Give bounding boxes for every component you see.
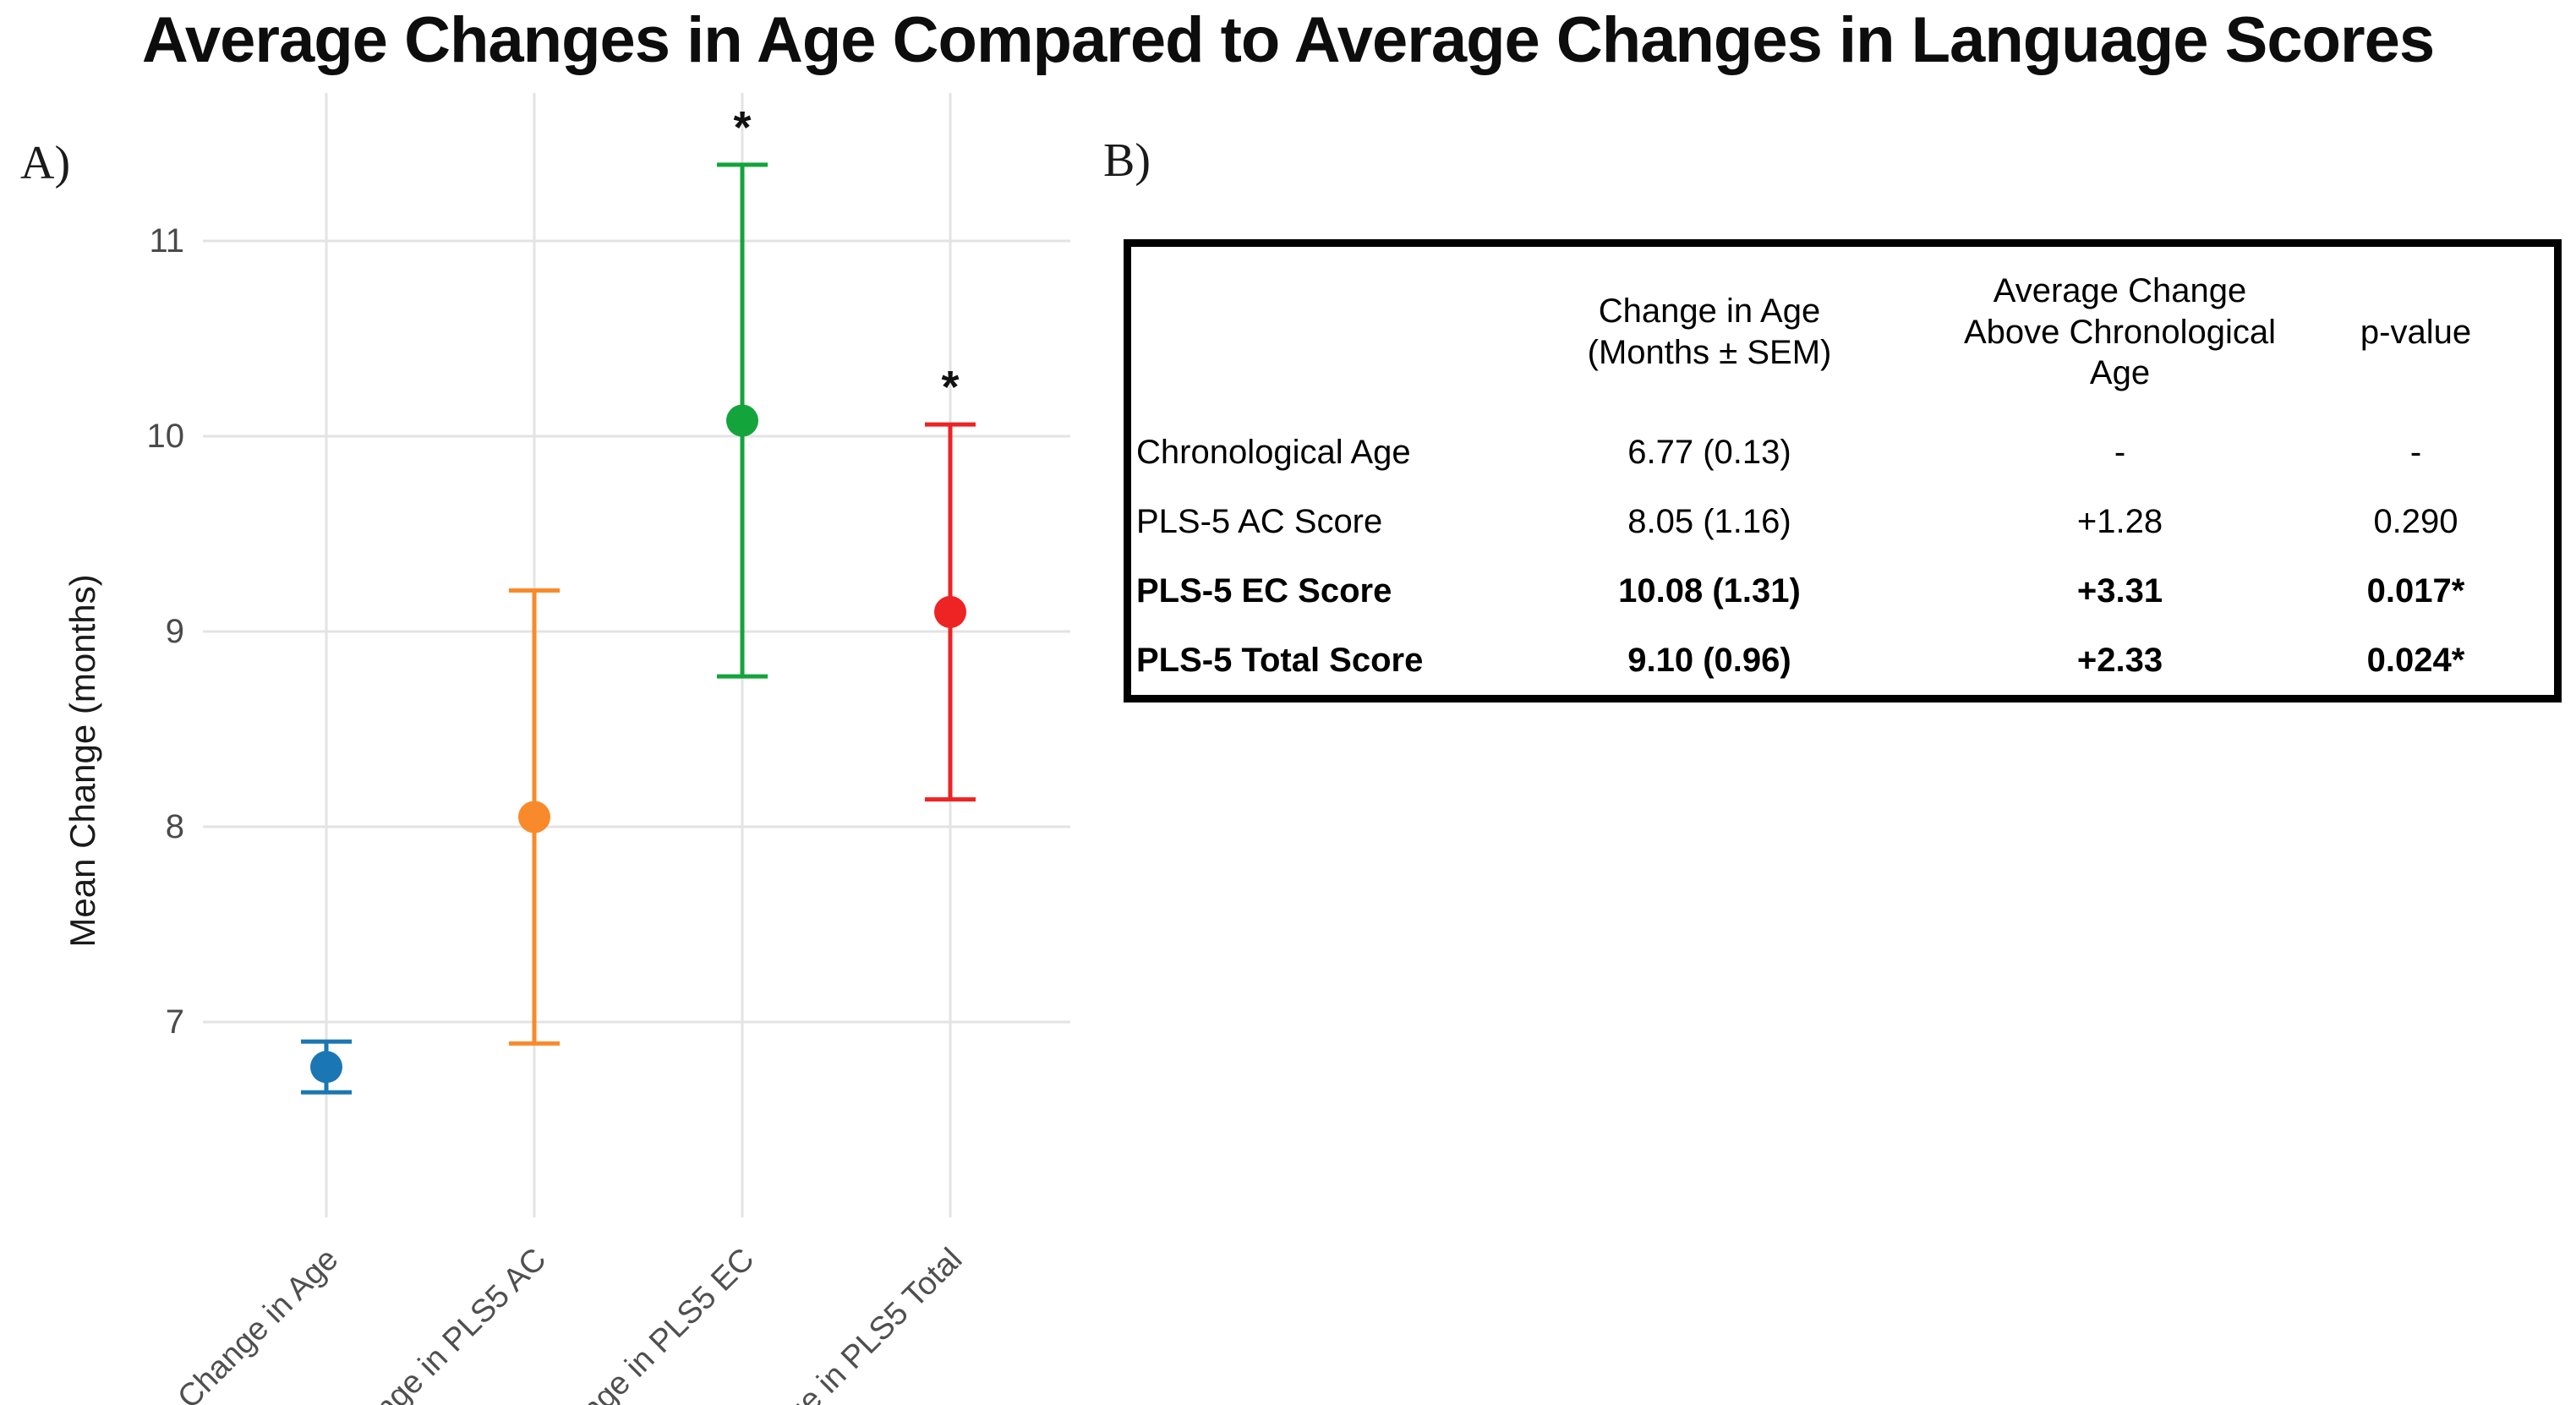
table-header-cell: Average Change Above Chronological Age xyxy=(1963,271,2277,392)
data-point-change-in-pls5-ac xyxy=(518,801,550,834)
y-tick-label-10: 10 xyxy=(147,418,185,455)
table-cell-p-value: 0.290 xyxy=(2373,502,2458,540)
y-axis-title: Mean Change (months) xyxy=(63,574,102,947)
table-row-label: PLS-5 Total Score xyxy=(1136,641,1424,679)
panel-a-chart: 7 8 9 10 11 Mean Change (months) Change in Age… xyxy=(63,93,1070,1405)
x-axis-label-change-in-pls5-ac: Change in PLS5 AC xyxy=(326,1242,554,1405)
table-header-cell: p-value xyxy=(2360,313,2472,351)
table-cell-change: 9.10 (0.96) xyxy=(1627,641,1791,679)
y-tick-label-7: 7 xyxy=(166,1003,184,1041)
panel-b-label: B) xyxy=(1103,134,1151,187)
table-header-cell: Change in Age (Months ± SEM) xyxy=(1587,292,1832,371)
y-tick-label-9: 9 xyxy=(166,613,184,650)
table-cell-change: 10.08 (1.31) xyxy=(1618,571,1801,610)
significance-asterisk-change-in-pls5-total: * xyxy=(941,362,959,413)
table-cell-p-value: 0.017* xyxy=(2366,571,2465,610)
y-tick-label-11: 11 xyxy=(149,222,184,260)
y-tick-label-8: 8 xyxy=(166,808,184,845)
figure-title: Average Changes in Age Compared to Avera… xyxy=(141,4,2435,76)
table-cell-p-value: 0.024* xyxy=(2366,641,2465,679)
table-cell-above-chron: +2.33 xyxy=(2076,641,2163,679)
table-row-label: PLS-5 AC Score xyxy=(1136,502,1383,540)
data-point-change-in-age xyxy=(310,1051,342,1084)
x-axis-label-change-in-age: Change in Age xyxy=(171,1242,345,1405)
table-cell-above-chron: - xyxy=(2114,433,2126,471)
data-point-change-in-pls5-ec xyxy=(726,404,758,437)
significance-asterisk-change-in-pls5-ec: * xyxy=(733,102,751,153)
table-cell-above-chron: +1.28 xyxy=(2076,502,2163,540)
table-cell-p-value: - xyxy=(2409,433,2422,471)
table-cell-change: 8.05 (1.16) xyxy=(1627,502,1791,540)
table-corner-cell xyxy=(1131,247,1457,418)
data-point-change-in-pls5-total xyxy=(934,595,966,628)
results-table: Change in Age (Months ± SEM) Average Chan… xyxy=(1124,239,2562,702)
table-row-label: PLS-5 EC Score xyxy=(1136,571,1392,610)
x-axis-label-change-in-pls5-ec: Change in PLS5 EC xyxy=(533,1242,761,1405)
results-table-grid: Change in Age (Months ± SEM) Average Chan… xyxy=(1131,247,2554,695)
table-row-label: Chronological Age xyxy=(1136,433,1411,471)
table-cell-above-chron: +3.31 xyxy=(2076,571,2163,610)
panel-a-label: A) xyxy=(20,137,71,189)
x-axis-label-change-in-pls5-total: Change in PLS5 Total xyxy=(725,1242,969,1405)
table-cell-change: 6.77 (0.13) xyxy=(1627,433,1791,471)
